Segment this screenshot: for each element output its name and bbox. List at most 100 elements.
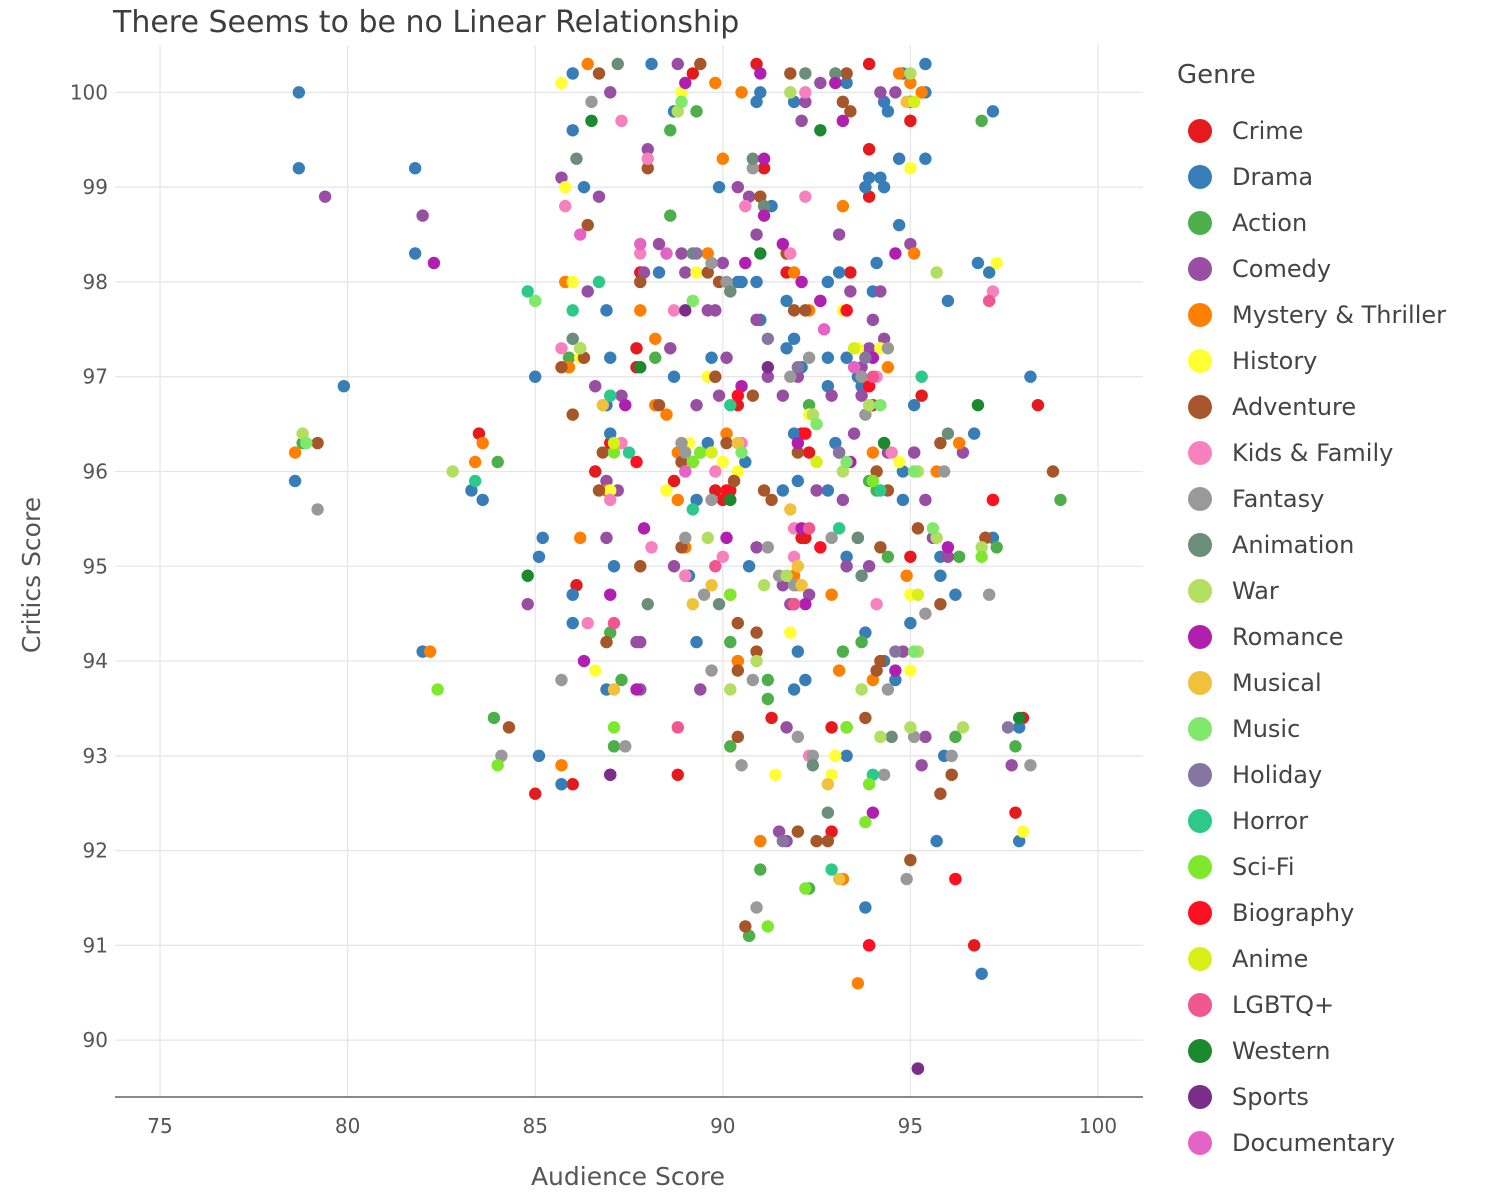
data-point xyxy=(652,237,666,251)
legend-item[interactable]: Drama xyxy=(1160,154,1490,200)
data-point xyxy=(787,683,801,696)
legend-item[interactable]: Holiday xyxy=(1160,752,1490,798)
legend-item[interactable]: Animation xyxy=(1160,522,1490,568)
data-point xyxy=(907,465,921,478)
legend-marker-icon xyxy=(1188,441,1212,465)
data-point xyxy=(757,162,771,175)
data-point xyxy=(892,67,906,80)
data-point xyxy=(589,664,602,677)
data-point xyxy=(799,86,812,99)
legend-label: Romance xyxy=(1232,623,1344,651)
legend-item[interactable]: Romance xyxy=(1160,614,1490,660)
data-point xyxy=(874,654,887,668)
legend-marker-icon xyxy=(1188,579,1212,603)
data-point xyxy=(724,493,737,507)
data-point xyxy=(757,579,771,592)
legend-item[interactable]: Music xyxy=(1160,706,1490,752)
data-point xyxy=(716,455,729,469)
data-point xyxy=(746,389,760,402)
data-point xyxy=(705,351,718,364)
data-point xyxy=(739,920,752,933)
data-point xyxy=(694,57,707,71)
data-point xyxy=(566,304,579,317)
data-point xyxy=(709,370,722,383)
legend-item[interactable]: Sci-Fi xyxy=(1160,844,1490,890)
data-point xyxy=(690,105,703,118)
data-point xyxy=(840,560,853,573)
data-point xyxy=(866,768,880,781)
data-point xyxy=(802,446,816,459)
data-point xyxy=(802,398,816,412)
data-point xyxy=(502,721,516,734)
data-point xyxy=(555,778,568,791)
legend-item[interactable]: Biography xyxy=(1160,890,1490,936)
data-point xyxy=(645,57,658,71)
y-tick-label: 92 xyxy=(83,839,108,863)
data-point xyxy=(581,616,594,630)
legend-item[interactable]: Documentary xyxy=(1160,1120,1490,1166)
data-point xyxy=(491,759,504,772)
data-point xyxy=(780,569,793,582)
data-point xyxy=(971,398,985,412)
data-point xyxy=(641,143,654,156)
series-drama xyxy=(288,57,1037,980)
data-point xyxy=(592,484,606,497)
legend-item[interactable]: LGBTQ+ xyxy=(1160,982,1490,1028)
data-point xyxy=(945,768,958,781)
data-point xyxy=(596,398,609,412)
legend-item[interactable]: Western xyxy=(1160,1028,1490,1074)
legend-item[interactable]: Mystery & Thriller xyxy=(1160,292,1490,338)
data-point xyxy=(874,171,887,184)
data-point xyxy=(735,86,748,99)
data-point xyxy=(465,484,478,497)
legend-item[interactable]: Fantasy xyxy=(1160,476,1490,522)
legend-label: Sci-Fi xyxy=(1232,853,1295,881)
data-point xyxy=(832,446,846,459)
data-point xyxy=(836,493,850,507)
data-point xyxy=(832,228,846,241)
series-action xyxy=(296,105,1067,943)
data-point xyxy=(709,304,722,317)
data-point xyxy=(862,143,876,156)
legend-label: Kids & Family xyxy=(1232,439,1394,467)
legend-item[interactable]: War xyxy=(1160,568,1490,614)
legend-item[interactable]: Action xyxy=(1160,200,1490,246)
data-point xyxy=(862,398,876,412)
data-point xyxy=(720,351,733,364)
data-point xyxy=(574,228,587,241)
data-point xyxy=(799,67,812,80)
data-point xyxy=(671,105,684,118)
series-holiday xyxy=(690,247,1015,848)
data-point xyxy=(311,436,324,450)
data-point xyxy=(652,398,666,412)
data-point xyxy=(967,939,981,952)
data-point xyxy=(529,370,542,383)
legend-marker-icon xyxy=(1188,763,1212,787)
data-point xyxy=(566,67,579,80)
legend-item[interactable]: Sports xyxy=(1160,1074,1490,1120)
data-point xyxy=(690,398,703,412)
legend-label: Biography xyxy=(1232,899,1355,927)
legend-item[interactable]: Musical xyxy=(1160,660,1490,706)
legend-item[interactable]: Crime xyxy=(1160,108,1490,154)
data-point xyxy=(611,57,624,71)
data-point xyxy=(592,67,606,80)
data-point xyxy=(570,152,583,165)
data-point xyxy=(772,825,786,838)
data-point xyxy=(791,645,805,658)
legend-label: Horror xyxy=(1232,807,1309,835)
legend-item[interactable]: History xyxy=(1160,338,1490,384)
legend-item[interactable]: Anime xyxy=(1160,936,1490,982)
data-point xyxy=(904,76,917,90)
legend-item[interactable]: Adventure xyxy=(1160,384,1490,430)
data-point xyxy=(750,626,763,639)
legend-item[interactable]: Horror xyxy=(1160,798,1490,844)
legend-item[interactable]: Comedy xyxy=(1160,246,1490,292)
data-point xyxy=(739,256,752,270)
data-point xyxy=(754,834,767,848)
legend-items: Crime Drama Action Comedy Mystery & Thriller… xyxy=(1160,108,1490,1166)
data-point xyxy=(780,294,793,308)
data-point xyxy=(754,190,767,203)
legend-item[interactable]: Kids & Family xyxy=(1160,430,1490,476)
y-tick-label: 93 xyxy=(83,744,108,768)
